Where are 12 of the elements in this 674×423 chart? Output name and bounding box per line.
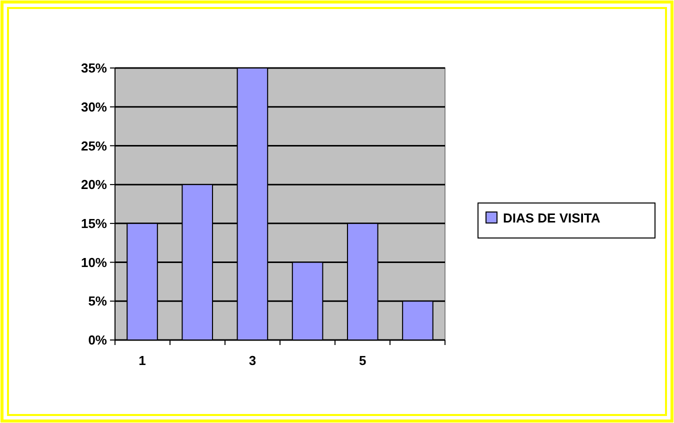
y-tick-label: 15% xyxy=(80,216,108,231)
y-tick-label: 25% xyxy=(80,138,108,154)
y-tick-label: 10% xyxy=(80,254,108,270)
x-tick-label: 3 xyxy=(248,353,256,368)
x-tick-label: 1 xyxy=(138,353,146,368)
y-tick-label: 20% xyxy=(80,177,108,192)
y-tick-label: 30% xyxy=(80,99,108,114)
legend-label: DIAS DE VISITA xyxy=(503,210,601,226)
x-tick-label: 5 xyxy=(359,353,366,368)
y-tick-label: 35% xyxy=(80,60,108,76)
y-tick-label: 0% xyxy=(88,332,108,348)
y-tick-label: 5% xyxy=(88,294,108,309)
